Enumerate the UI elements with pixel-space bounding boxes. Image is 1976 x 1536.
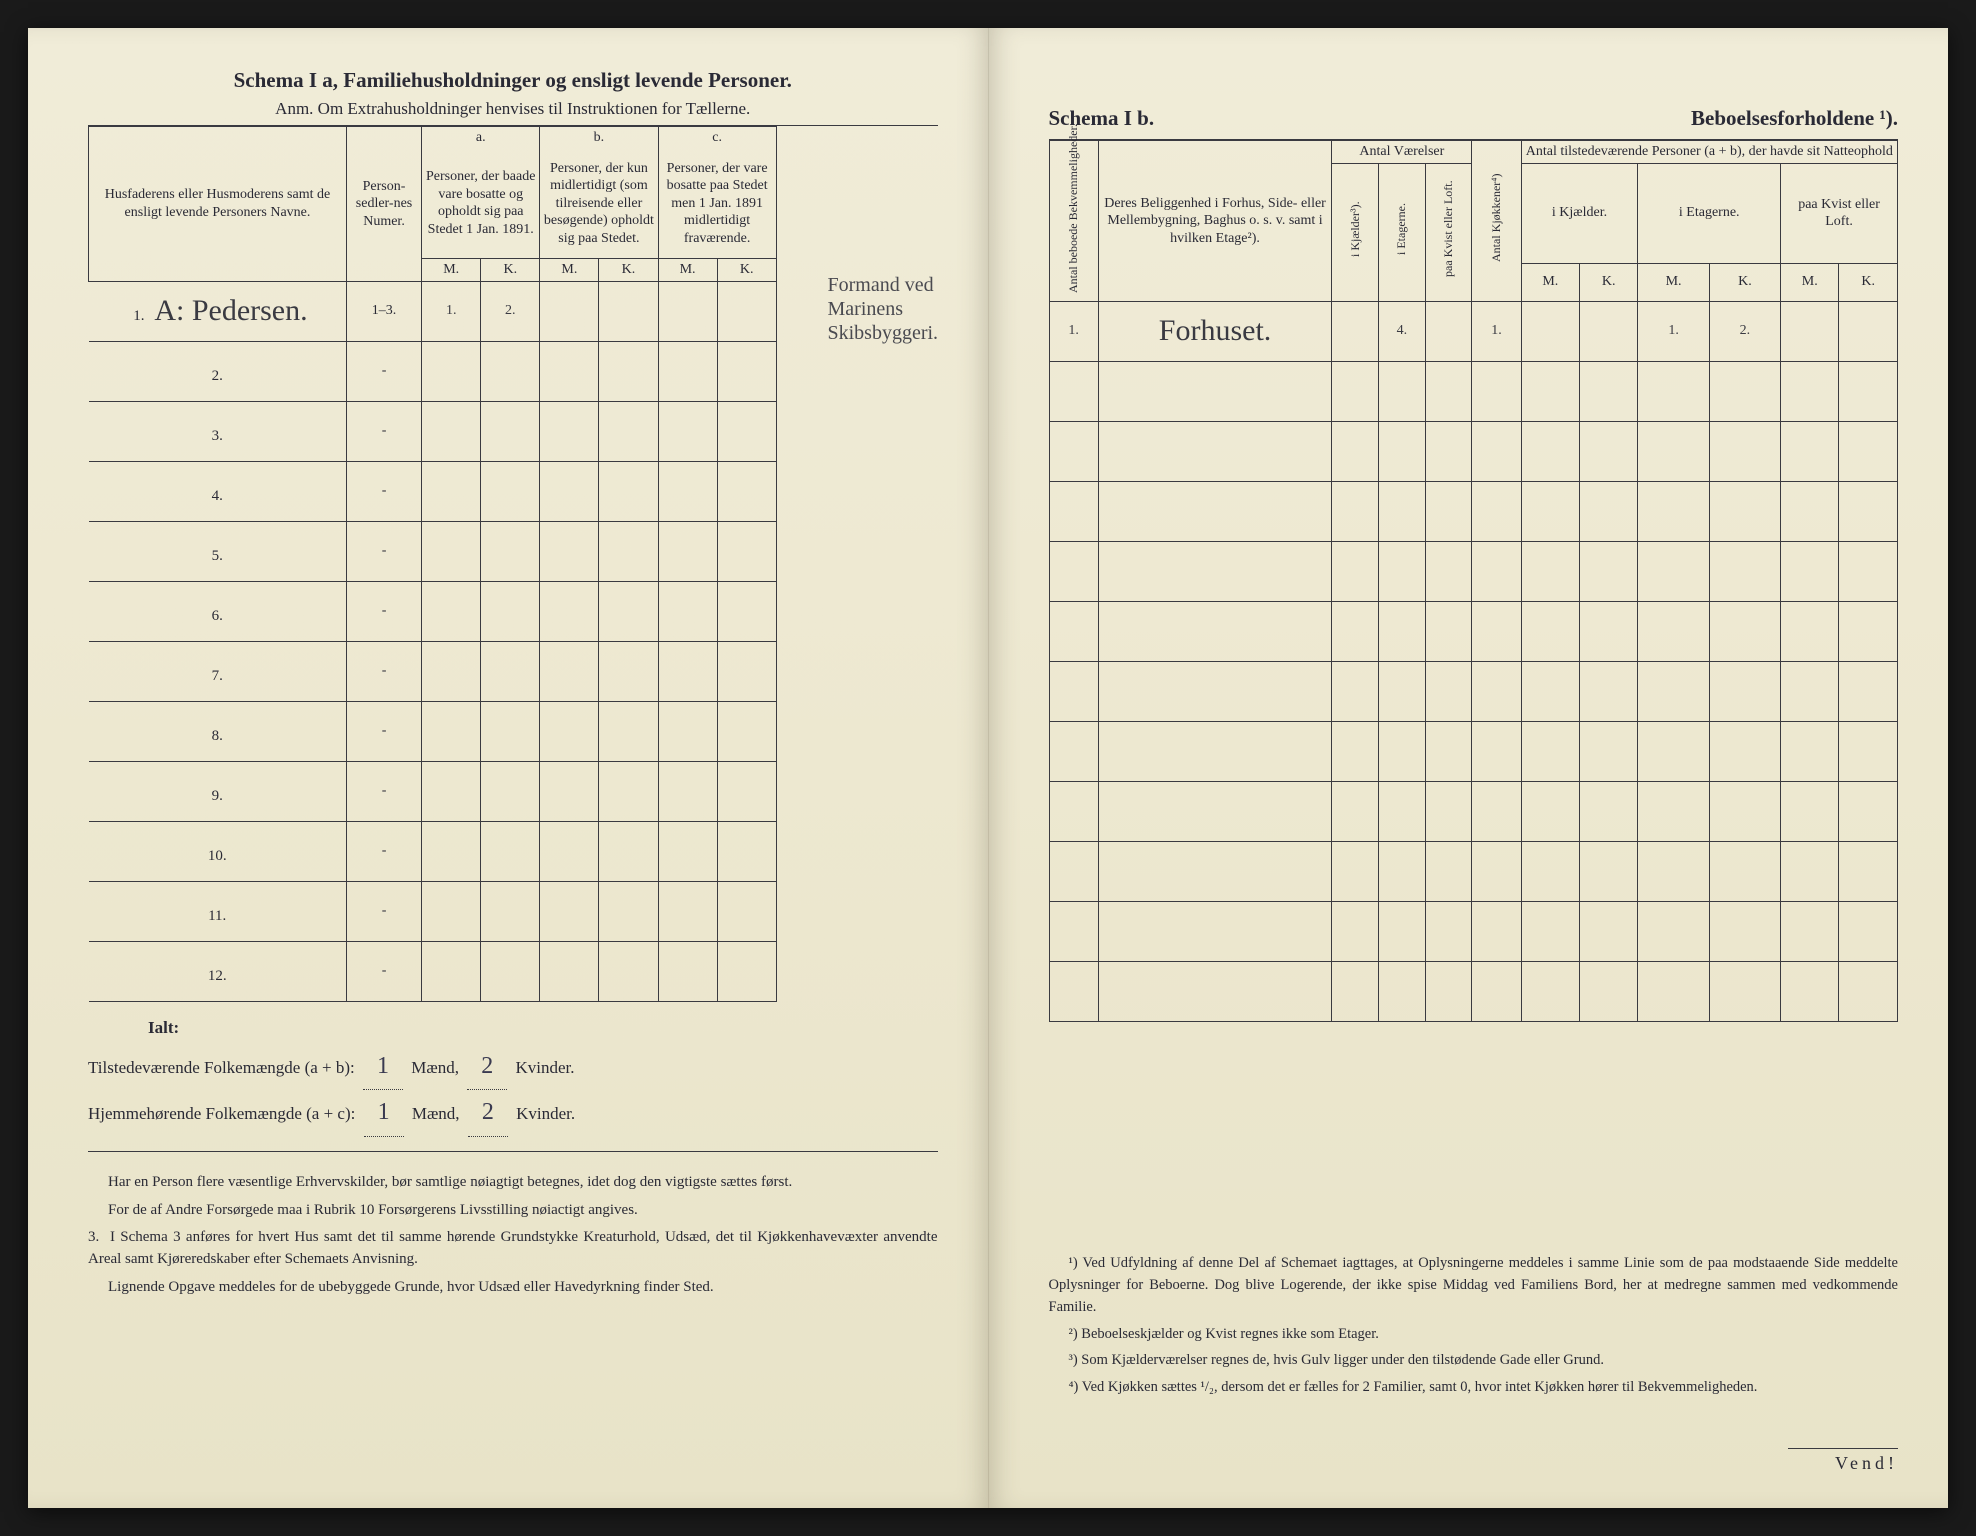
table-row: 2. -: [89, 341, 938, 401]
footnotes: ¹) Ved Udfyldning af denne Del af Schema…: [1049, 1252, 1899, 1399]
hdr-ietag: i Etagerne.: [1638, 163, 1781, 263]
hdr-am: M.: [422, 259, 481, 282]
table-row: [1049, 481, 1898, 541]
footer-p3: I Schema 3 anføres for hvert Hus samt de…: [88, 1229, 938, 1267]
right-page: Schema I b. Beboelsesforholdene ¹). Anta…: [989, 28, 1949, 1508]
hdr-present: Antal tilstedeværende Personer (a + b), …: [1521, 141, 1897, 164]
tilstede-k: 2: [467, 1044, 507, 1091]
table-row: 10. -: [89, 821, 938, 881]
hdr-num: Person-sedler-nes Numer.: [346, 127, 421, 282]
hdr-bk: K.: [599, 259, 658, 282]
schema-1b-table: Antal beboede Bekvemmeligheder. Deres Be…: [1049, 140, 1899, 1022]
hdr-bm: M.: [540, 259, 599, 282]
footnote-1: ¹) Ved Udfyldning af denne Del af Schema…: [1049, 1252, 1899, 1319]
footer-p2: For de af Andre Forsørgede maa i Rubrik …: [88, 1200, 938, 1222]
table-row: [1049, 781, 1898, 841]
table-row: 8. -: [89, 701, 938, 761]
hdr-bekv: Antal beboede Bekvemmeligheder.: [1049, 141, 1098, 302]
hjemme-m: 1: [364, 1090, 404, 1137]
hdr-a: Personer, der baade vare bosatte og opho…: [422, 149, 540, 259]
hdr-kjokken: Antal Kjøkkener⁴): [1472, 141, 1521, 302]
table-row: [1049, 361, 1898, 421]
table-row: [1049, 661, 1898, 721]
table-row: 1.Forhuset.4.1.1.2.: [1049, 301, 1898, 361]
table-row: 5. -: [89, 521, 938, 581]
census-book: Schema I a, Familiehusholdninger og ensl…: [28, 28, 1948, 1508]
hdr-b: Personer, der kun midlertidigt (som tilr…: [540, 149, 658, 259]
hdr-c-top: c.: [658, 127, 776, 149]
hdr-ck: K.: [717, 259, 776, 282]
table-row: [1049, 421, 1898, 481]
hdr-c: Personer, der vare bosatte paa Stedet me…: [658, 149, 776, 259]
hjemme-k: 2: [468, 1090, 508, 1137]
ialt-label: Ialt:: [88, 1012, 938, 1044]
footer-p3-num: 3.: [88, 1229, 99, 1245]
hdr-kvist: paa Kvist eller Loft.: [1425, 163, 1472, 301]
schema-1a-subtitle: Anm. Om Extrahusholdninger henvises til …: [88, 99, 938, 126]
maend-word2: Mænd,: [412, 1104, 460, 1123]
schema-1a-table: Husfaderens eller Husmoderens samt de en…: [88, 126, 938, 1002]
footer-p1: Har en Person flere væsentlige Erhvervsk…: [88, 1172, 938, 1194]
margin-note: Formand ved Marinens Skibsbyggeri.: [828, 273, 968, 345]
left-page: Schema I a, Familiehusholdninger og ensl…: [28, 28, 989, 1508]
hdr-etagerne: i Etagerne.: [1378, 163, 1425, 301]
kvinder-word2: Kvinder.: [516, 1104, 575, 1123]
footnote-3: ³) Som Kjælderværelser regnes de, hvis G…: [1049, 1349, 1899, 1371]
hdr-ak: K.: [481, 259, 540, 282]
schema-1a-title: Schema I a, Familiehusholdninger og ensl…: [88, 68, 938, 93]
hdr-k3: K.: [1839, 263, 1898, 301]
tilstede-label: Tilstedeværende Folkemængde (a + b):: [88, 1058, 355, 1077]
hdr-cm: M.: [658, 259, 717, 282]
maend-word: Mænd,: [411, 1058, 459, 1077]
hdr-location: Deres Beliggenhed i Forhus, Side- eller …: [1098, 141, 1332, 302]
hdr-k1: K.: [1580, 263, 1638, 301]
hjemme-label: Hjemmehørende Folkemængde (a + c):: [88, 1104, 355, 1123]
footer-p4: Lignende Opgave meddeles for de ubebygge…: [88, 1277, 938, 1299]
table-row: 4. -: [89, 461, 938, 521]
hdr-k2: K.: [1709, 263, 1780, 301]
schema-1b-title-a: Schema I b.: [1049, 106, 1155, 131]
table-row: [1049, 961, 1898, 1021]
table-row: 3. -: [89, 401, 938, 461]
table-row: 6. -: [89, 581, 938, 641]
footer-instructions: Har en Person flere væsentlige Erhvervsk…: [88, 1172, 938, 1299]
table-row: [1049, 601, 1898, 661]
hdr-kjelder: i Kjælder³).: [1332, 163, 1379, 301]
hdr-ikjael: i Kjælder.: [1521, 163, 1638, 263]
table-row: [1049, 901, 1898, 961]
hdr-m1: M.: [1521, 263, 1579, 301]
kvinder-word: Kvinder.: [515, 1058, 574, 1077]
totals-block: Ialt: Tilstedeværende Folkemængde (a + b…: [88, 1012, 938, 1137]
hdr-m2: M.: [1638, 263, 1709, 301]
hdr-b-top: b.: [540, 127, 658, 149]
hdr-paakv: paa Kvist eller Loft.: [1781, 163, 1898, 263]
table-row: 12. -: [89, 941, 938, 1001]
vend-label: Vend!: [1788, 1448, 1898, 1474]
hdr-vaerelser: Antal Værelser: [1332, 141, 1472, 164]
footnote-4: ⁴) Ved Kjøkken sættes ¹/₂, dersom det er…: [1049, 1376, 1899, 1398]
table-row: 9. -: [89, 761, 938, 821]
table-row: 7. -: [89, 641, 938, 701]
table-row: [1049, 721, 1898, 781]
schema-1b-title-b: Beboelsesforholdene ¹).: [1691, 106, 1898, 131]
hdr-a-top: a.: [422, 127, 540, 149]
table-row: 11. -: [89, 881, 938, 941]
table-row: 1. A: Pedersen.1–3.1.2.: [89, 281, 938, 341]
table-row: [1049, 841, 1898, 901]
hdr-m3: M.: [1781, 263, 1839, 301]
table-row: [1049, 541, 1898, 601]
footnote-2: ²) Beboelseskjælder og Kvist regnes ikke…: [1049, 1323, 1899, 1345]
tilstede-m: 1: [363, 1044, 403, 1091]
hdr-name: Husfaderens eller Husmoderens samt de en…: [89, 127, 347, 282]
